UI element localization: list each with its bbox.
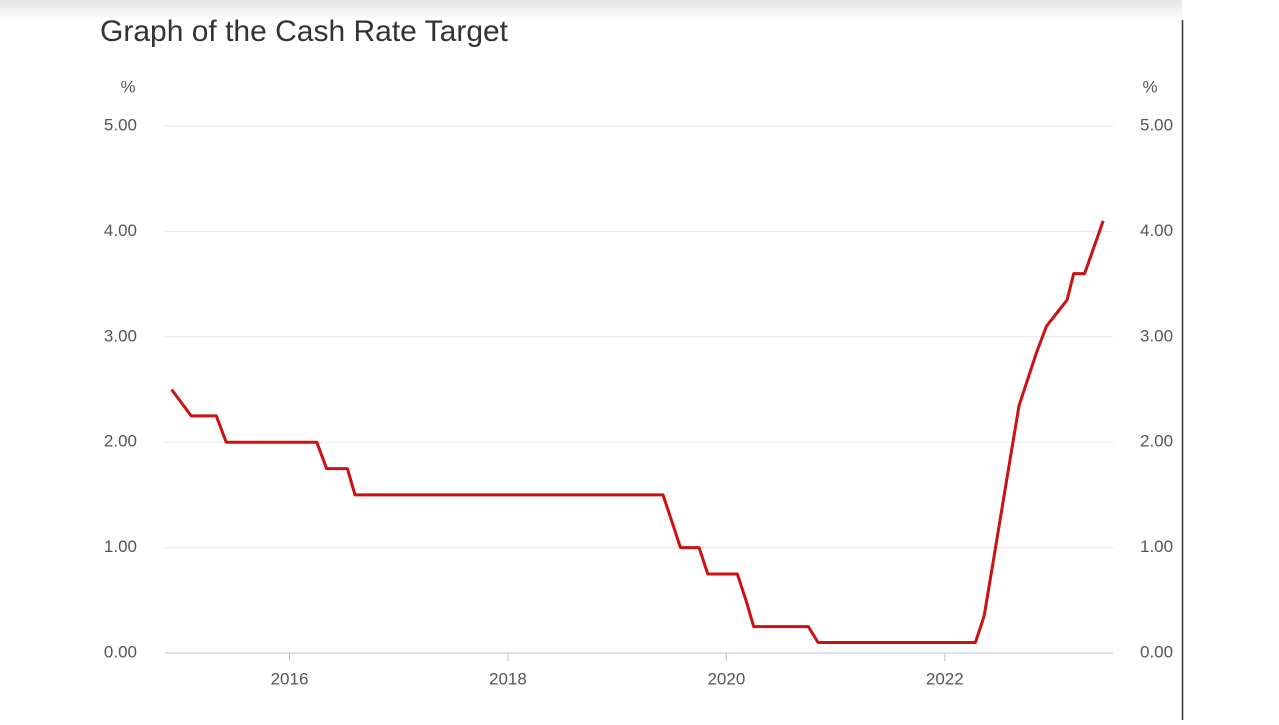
x-tick-label: 2016 — [271, 669, 309, 688]
y-tick-label: 5.00 — [104, 115, 137, 134]
series-line — [170, 220, 1105, 644]
y2-tick-label: 2.00 — [1140, 432, 1173, 451]
header-shadow — [0, 0, 1182, 20]
y2-tick-label: 3.00 — [1140, 326, 1173, 345]
y2-axis-label: % — [1142, 77, 1157, 96]
y2-tick-label: 4.00 — [1140, 221, 1173, 240]
y-tick-label: 4.00 — [104, 221, 137, 240]
y2-tick-label: 5.00 — [1140, 115, 1173, 134]
y-tick-label: 3.00 — [104, 326, 137, 345]
x-tick-label: 2020 — [707, 669, 745, 688]
y-tick-label: 0.00 — [104, 642, 137, 661]
chart-title: Graph of the Cash Rate Target — [100, 15, 509, 48]
y2-tick-label: 1.00 — [1140, 537, 1173, 556]
y-axis-label: % — [120, 77, 135, 96]
x-tick-label: 2018 — [489, 669, 527, 688]
y-tick-label: 2.00 — [104, 432, 137, 451]
x-tick-label: 2022 — [926, 669, 964, 688]
y2-tick-label: 0.00 — [1140, 642, 1173, 661]
y-tick-label: 1.00 — [104, 537, 137, 556]
